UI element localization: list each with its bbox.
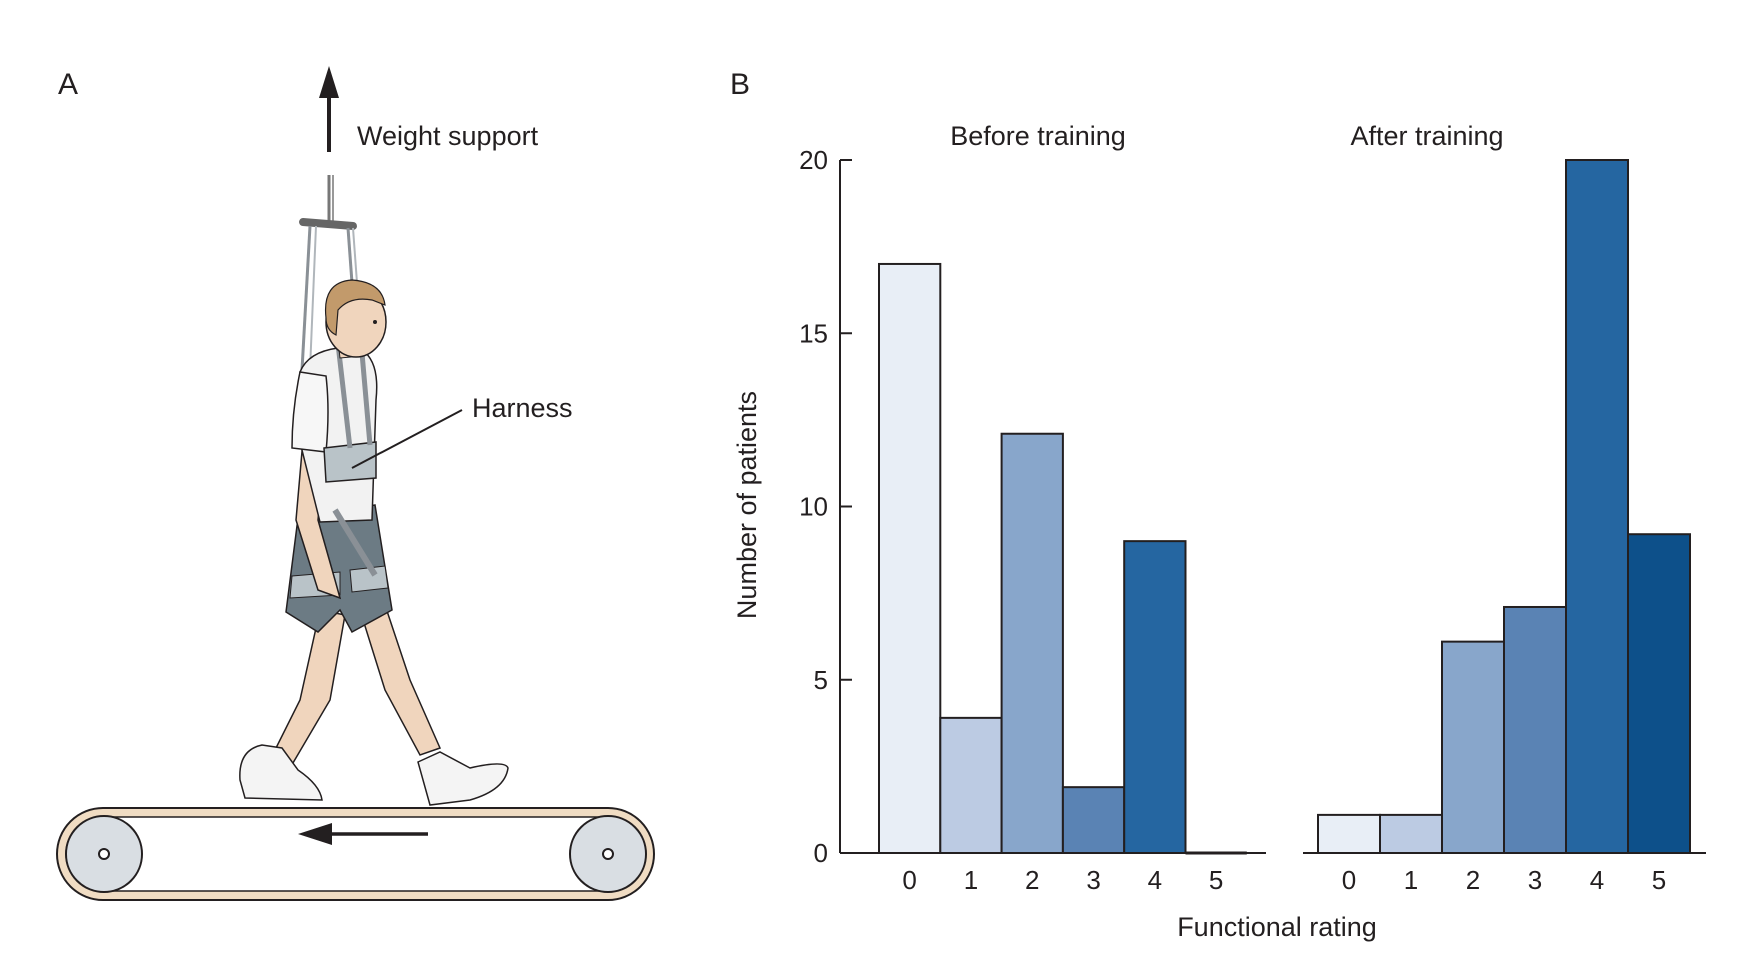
after-x-tick-label: 4 <box>1590 865 1604 895</box>
x-axis-label: Functional rating <box>1177 912 1377 942</box>
after-training-title: After training <box>1350 121 1503 151</box>
weight-support-label: Weight support <box>357 121 539 151</box>
harness-leader-line <box>351 409 463 469</box>
before-bar-rating-4 <box>1123 540 1187 855</box>
before-training-title: Before training <box>950 121 1126 151</box>
after-x-tick-label: 1 <box>1404 865 1418 895</box>
after-bar-rating-2 <box>1441 640 1505 855</box>
after-bar-rating-0 <box>1317 813 1381 855</box>
panel-a: A Weight support <box>56 66 655 901</box>
after-bar-rating-3 <box>1503 605 1567 854</box>
after-bar-rating-5 <box>1627 533 1691 854</box>
after-x-tick-label: 0 <box>1342 865 1356 895</box>
belt-direction-arrow-icon <box>298 823 428 845</box>
panel-b: B Before training After training Number … <box>730 68 1706 942</box>
after-bar-rating-1 <box>1379 813 1443 855</box>
walking-patient-illustration <box>239 279 509 806</box>
y-axis-label: Number of patients <box>732 391 762 619</box>
before-training-bars: 0 1 2 3 4 5 <box>840 262 1266 895</box>
panel-b-letter: B <box>730 68 750 101</box>
before-x-tick-label: 1 <box>964 865 978 895</box>
before-bar-rating-2 <box>1000 432 1064 854</box>
before-bar-rating-0 <box>878 262 942 854</box>
after-training-bars: 0 1 2 3 4 5 <box>1303 159 1706 895</box>
y-tick-label: 20 <box>799 145 828 175</box>
treadmill-illustration <box>56 807 655 901</box>
panel-a-letter: A <box>58 68 78 101</box>
before-bar-rating-1 <box>939 716 1003 854</box>
before-x-tick-label: 4 <box>1148 865 1162 895</box>
before-x-tick-label: 2 <box>1025 865 1039 895</box>
y-tick-label: 0 <box>814 838 828 868</box>
after-x-tick-label: 5 <box>1652 865 1666 895</box>
after-bar-rating-4 <box>1565 159 1629 854</box>
weight-support-arrow-icon <box>319 66 339 152</box>
after-x-tick-label: 2 <box>1466 865 1480 895</box>
y-axis: 0 5 10 15 20 <box>799 145 852 868</box>
before-x-tick-label: 5 <box>1209 865 1223 895</box>
y-tick-label: 5 <box>814 665 828 695</box>
harness-label: Harness <box>472 393 573 423</box>
before-x-tick-label: 0 <box>902 865 916 895</box>
after-x-tick-label: 3 <box>1528 865 1542 895</box>
before-x-tick-label: 3 <box>1086 865 1100 895</box>
before-bar-rating-3 <box>1061 786 1126 854</box>
y-tick-label: 15 <box>799 318 828 348</box>
y-tick-label: 10 <box>799 492 828 522</box>
